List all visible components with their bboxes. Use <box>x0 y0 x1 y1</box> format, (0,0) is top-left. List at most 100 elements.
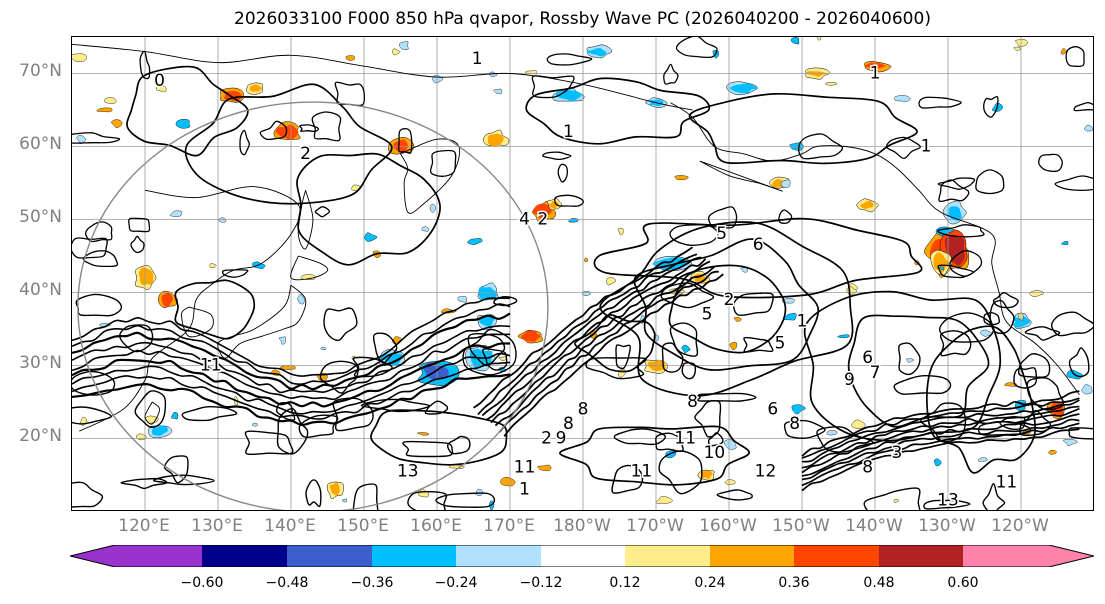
contour-line <box>352 356 393 378</box>
qvapor-speckle <box>345 55 355 61</box>
qvapor-anomaly-core <box>151 425 168 436</box>
qvapor-speckle <box>498 356 507 361</box>
qvapor-speckle <box>104 97 117 104</box>
colorbar-segment-8 <box>710 545 794 567</box>
contour-line <box>493 295 518 307</box>
contour-line <box>611 464 644 494</box>
qvapor-speckle <box>780 179 791 188</box>
contour-line <box>716 489 753 501</box>
contour-line <box>801 428 1080 492</box>
lon-label-160w: 160°W <box>699 516 757 536</box>
contour-line <box>311 111 342 142</box>
qvapor-anomaly-core <box>864 62 885 69</box>
contour-label: 8 <box>687 392 698 412</box>
qvapor-speckle <box>584 257 588 263</box>
qvapor-speckle <box>816 37 822 41</box>
lat-label-40n: 40°N <box>19 280 62 300</box>
qvapor-speckle <box>457 296 467 303</box>
qvapor-speckle <box>1084 124 1093 132</box>
lon-label-140w: 140°W <box>845 516 903 536</box>
qvapor-speckle <box>398 41 409 50</box>
qvapor-speckle <box>278 336 286 345</box>
map-panel: 1 1 0 1 1 2 4 2 5 6 2 5 1 5 6 7 6 8 11 10 11 12 8 3 13 11 8 9 8 11 13 1… <box>71 36 1094 511</box>
qvapor-anomaly-core <box>161 292 173 307</box>
qvapor-speckle <box>1062 438 1078 446</box>
qvapor-speckle <box>782 298 795 304</box>
qvapor-speckle <box>1029 290 1044 298</box>
contour-line <box>801 413 1080 477</box>
contour-line <box>72 132 121 144</box>
contour-label: 11 <box>514 458 536 478</box>
qvapor-anomaly-core <box>701 470 713 480</box>
contour-label: 11 <box>996 472 1018 492</box>
contour-line <box>557 163 568 183</box>
lon-label-130e: 130°E <box>191 516 243 536</box>
lat-label-50n: 50°N <box>19 207 62 227</box>
qvapor-speckle <box>96 107 113 113</box>
contour-line <box>1024 326 1061 341</box>
contour-label: 1 <box>563 122 574 142</box>
contour-line <box>707 432 724 447</box>
qvapor-speckle <box>724 479 736 485</box>
reference-circle-outline <box>77 101 549 510</box>
contour-line <box>323 307 358 341</box>
qvapor-speckle <box>467 238 483 245</box>
contour-line <box>334 81 366 107</box>
contour-line <box>299 124 320 133</box>
contour-line <box>276 408 309 455</box>
qvapor-speckle <box>1060 48 1067 55</box>
contour-line <box>319 360 359 394</box>
contour-line <box>983 95 999 118</box>
contour-line <box>184 83 393 205</box>
contour-line <box>75 293 123 317</box>
contour-line <box>462 328 517 376</box>
contour-line <box>352 483 379 510</box>
contour-line <box>801 390 1080 457</box>
contour-line <box>658 450 703 495</box>
contour-label: 2 <box>300 144 311 164</box>
pc-contours <box>72 37 1093 510</box>
contour-line <box>503 273 724 437</box>
contour-label: 0 <box>154 71 165 91</box>
contour-line <box>259 120 288 141</box>
qvapor-speckle <box>790 37 800 45</box>
contour-line <box>975 169 1005 195</box>
contour-line <box>134 390 167 429</box>
contour-label: 2 <box>724 290 735 310</box>
contour-label: 3 <box>891 443 902 463</box>
contour-line <box>660 282 715 309</box>
contour-label: 4 <box>519 210 530 230</box>
contour-line <box>72 312 511 391</box>
qvapor-speckle <box>1013 46 1021 51</box>
qvapor-anomaly-core <box>521 330 541 342</box>
lat-label-60n: 60°N <box>19 134 62 154</box>
figure-title: 2026033100 F000 850 hPa qvapor, Rossby W… <box>234 9 931 29</box>
qvapor-speckle <box>582 290 592 296</box>
contour-line <box>669 322 699 357</box>
contour-label: 8 <box>789 414 800 434</box>
contour-line <box>798 133 844 160</box>
contour-line <box>783 419 826 439</box>
contour-line <box>801 397 1080 459</box>
qvapor-speckle <box>475 488 483 496</box>
contour-label: 6 <box>767 399 778 419</box>
qvapor-anomaly-core <box>933 252 950 273</box>
contour-label: 7 <box>870 363 881 383</box>
qvapor-speckle <box>175 119 191 129</box>
qvapor-speckle <box>417 432 430 436</box>
lon-label-120e: 120°E <box>118 516 170 536</box>
contour-line <box>361 398 430 413</box>
contour-line <box>296 152 441 266</box>
contour-line <box>1038 153 1063 173</box>
contour-line <box>923 499 971 510</box>
qvapor-speckle <box>791 404 806 415</box>
colorbar-segment-3 <box>287 545 372 567</box>
coastline <box>79 186 302 432</box>
qvapor-speckle <box>489 71 498 78</box>
colorbar-tick-label: −0.12 <box>519 575 563 591</box>
coastlines <box>72 43 1080 432</box>
qvapor-speckle <box>723 439 737 450</box>
qvapor-speckle <box>1048 450 1057 455</box>
contour-line <box>370 409 508 466</box>
colorbar-segment-6 <box>541 545 625 567</box>
